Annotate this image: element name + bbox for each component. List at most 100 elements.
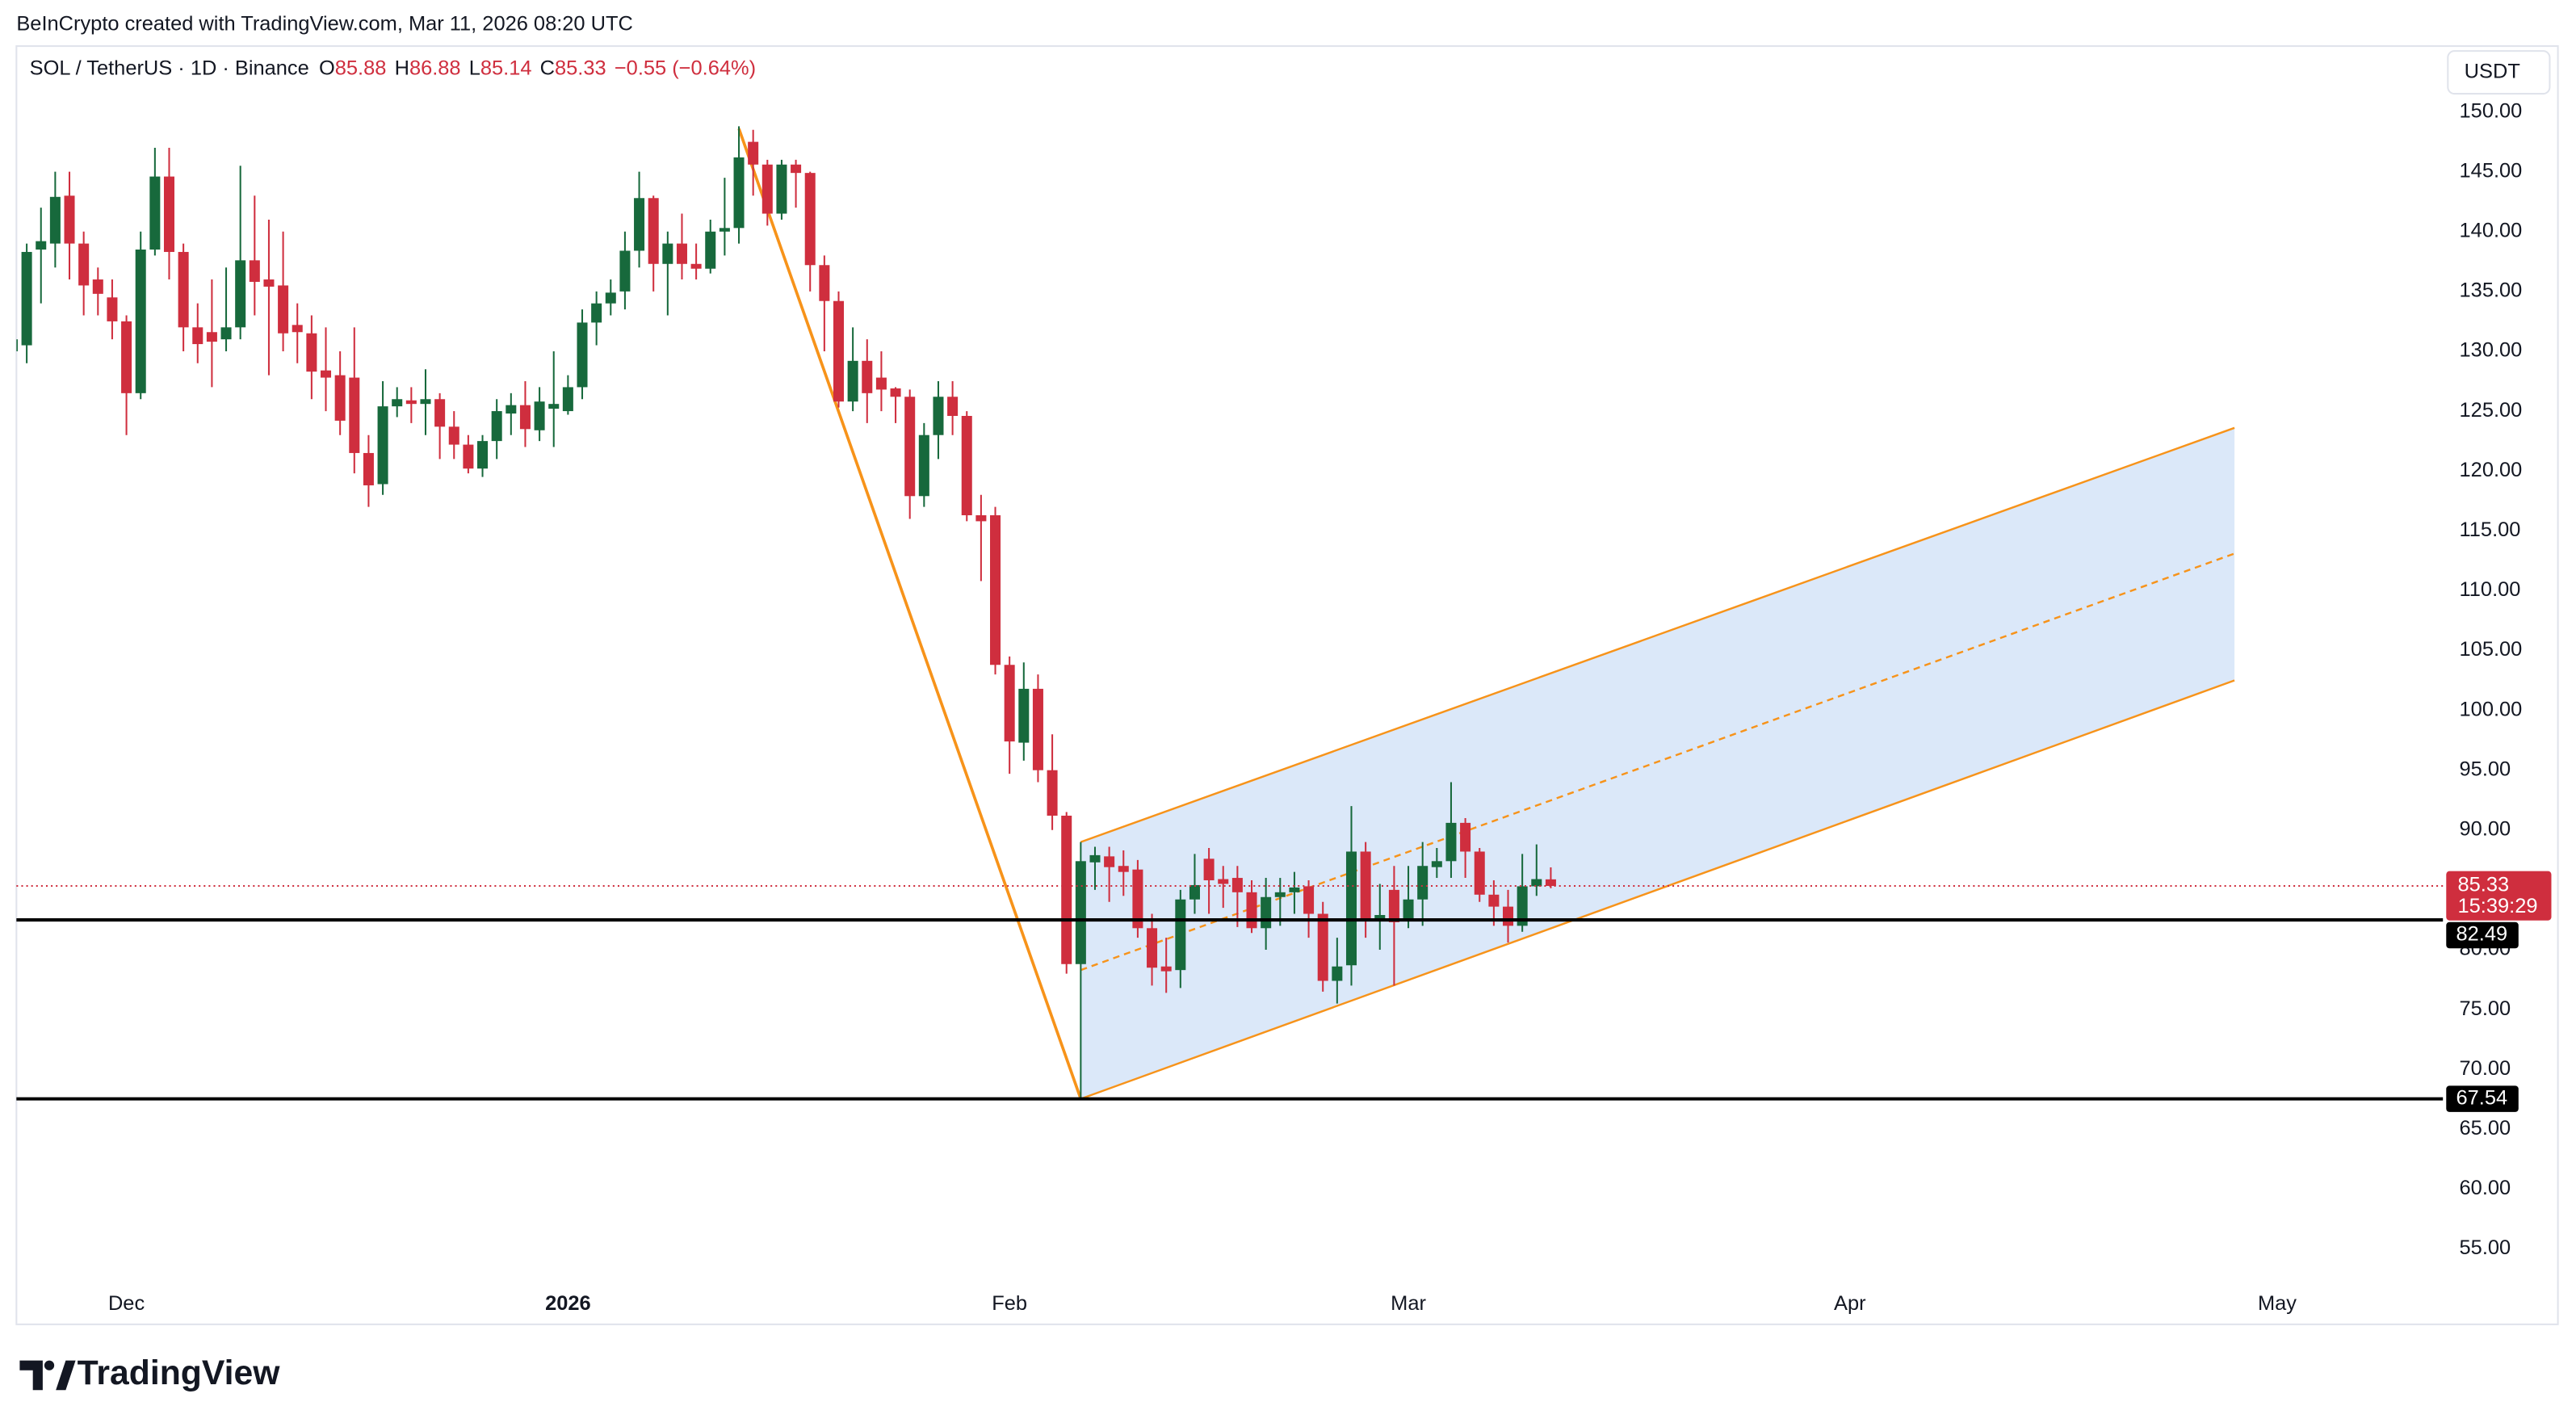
l-label: L — [469, 57, 480, 79]
candle-body — [1246, 892, 1257, 929]
y-tick-label: 130.00 — [2460, 339, 2523, 362]
h-value: 86.88 — [409, 57, 461, 79]
logo — [19, 1360, 76, 1391]
y-tick-label: 100.00 — [2460, 698, 2523, 720]
candle-body — [562, 387, 573, 412]
candle-body — [761, 164, 773, 214]
candle-body — [1132, 869, 1143, 929]
y-tick-label: 140.00 — [2460, 219, 2523, 241]
logo-mark — [56, 1360, 76, 1391]
candle-body — [1517, 886, 1528, 926]
candle-body — [1061, 815, 1072, 964]
candle-body — [249, 260, 260, 283]
candle-body — [306, 333, 317, 372]
candle-body — [235, 260, 246, 328]
candle-body — [648, 198, 659, 264]
candle-body — [1388, 889, 1399, 922]
price-tag — [2446, 871, 2552, 921]
change: −0.55 (−0.64%) — [615, 57, 756, 79]
candle-body — [363, 452, 374, 485]
y-tick-label: 115.00 — [2460, 518, 2521, 541]
candle-body — [16, 339, 18, 351]
x-tick-label: May — [2258, 1292, 2297, 1315]
candle-body — [1032, 688, 1043, 770]
candle-body — [192, 327, 203, 345]
candle-body — [804, 173, 816, 266]
y-tick-label: 75.00 — [2460, 997, 2511, 1020]
c-label: C — [540, 57, 555, 79]
y-tick-label: 65.00 — [2460, 1117, 2511, 1140]
y-tick-label: 70.00 — [2460, 1057, 2511, 1080]
candle-body — [519, 405, 531, 430]
candle-body — [534, 401, 545, 430]
candle-body — [506, 405, 517, 414]
candle-body — [833, 300, 845, 402]
candle-body — [78, 243, 90, 286]
candle-body — [1345, 851, 1357, 966]
candle-body — [491, 411, 502, 442]
level-tag — [2446, 921, 2519, 949]
channel-fill — [1080, 427, 2235, 1099]
candle-body — [1018, 688, 1030, 743]
x-tick-label: Feb — [992, 1292, 1027, 1315]
candle-body — [135, 249, 146, 393]
candle-body — [1175, 899, 1186, 971]
candle-body — [163, 176, 174, 252]
drawing-channel-upper — [1080, 426, 2235, 843]
o-label: O — [319, 57, 335, 79]
candle-body — [1231, 878, 1243, 892]
logo-mark — [19, 1360, 43, 1391]
candle-body — [349, 377, 360, 453]
candle-body — [263, 279, 275, 287]
candle-body — [1203, 858, 1215, 881]
candle-body — [1118, 866, 1129, 872]
candle-body — [918, 434, 929, 497]
candle-body — [477, 441, 489, 469]
candle-body — [1431, 861, 1442, 867]
candle-body — [448, 426, 459, 445]
candle-body — [405, 400, 417, 405]
candle-body — [1218, 879, 1229, 884]
candle-body — [292, 325, 303, 333]
currency-button[interactable] — [2447, 50, 2551, 95]
price-label: 85.33 — [2458, 874, 2510, 896]
candle-body — [64, 195, 75, 244]
candle-body — [904, 397, 916, 497]
candle-body — [748, 141, 759, 165]
candle-body — [1047, 770, 1058, 816]
candle-body — [591, 303, 602, 323]
h-label: H — [395, 57, 409, 79]
currency[interactable]: USDT — [2465, 60, 2520, 82]
candle-body — [1445, 822, 1457, 862]
candle-body — [1147, 928, 1158, 968]
x-tick-label: 2026 — [545, 1292, 591, 1315]
candle-body — [92, 279, 103, 294]
symbol: SOL / TetherUS · 1D · Binance — [30, 57, 309, 79]
y-tick-label: 55.00 — [2460, 1236, 2511, 1259]
y-tick-label: 125.00 — [2460, 399, 2523, 422]
candle-body — [1488, 894, 1500, 907]
x-tick-label: Mar — [1391, 1292, 1426, 1315]
candle-body — [1474, 851, 1485, 895]
candle-body — [1075, 861, 1086, 964]
candle-body — [733, 157, 745, 229]
candle-body — [875, 377, 887, 390]
candle-body — [662, 243, 673, 264]
logo-dot — [44, 1360, 55, 1371]
candle-body — [107, 297, 118, 321]
candle-body — [862, 360, 873, 393]
drawing-channel-middle — [1080, 552, 2235, 972]
candle-body — [1417, 866, 1429, 900]
c-value: 85.33 — [555, 57, 606, 79]
plot-frame — [15, 45, 2559, 1325]
candle-body — [21, 251, 32, 346]
candle-body — [676, 243, 687, 264]
candle-body — [890, 388, 901, 397]
candle-body — [36, 241, 47, 250]
candle-body — [1360, 851, 1371, 921]
candle-body — [947, 397, 959, 416]
logo-text: TradingView — [78, 1354, 281, 1392]
candle-body — [149, 176, 161, 250]
y-tick-label: 95.00 — [2460, 758, 2511, 780]
